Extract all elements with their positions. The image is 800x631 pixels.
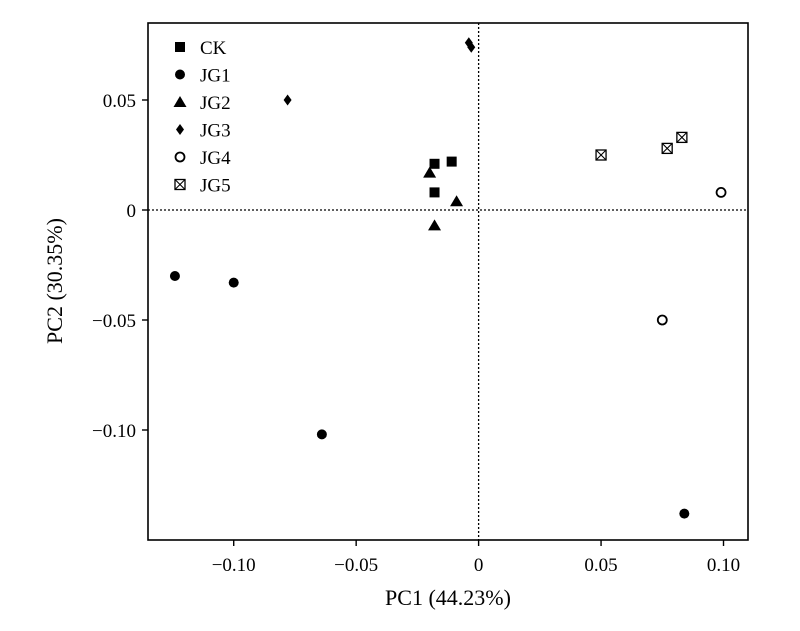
- y-axis-ticks: 0.05 0 −0.05 −0.10: [92, 91, 148, 442]
- point-jg4: [715, 186, 727, 198]
- x-tick-label: −0.05: [334, 555, 378, 576]
- x-axis-title: PC1 (44.23%): [385, 585, 511, 610]
- point-jg1: [228, 277, 239, 288]
- plot-frame: [147, 22, 749, 541]
- point-jg5: [661, 142, 673, 155]
- legend-marker-jg2: [173, 96, 187, 107]
- legend-label-jg2: JG2: [200, 93, 231, 114]
- x-tick-label: −0.10: [212, 555, 256, 576]
- y-tick-label: −0.10: [92, 421, 136, 442]
- point-jg2: [428, 219, 442, 231]
- point-jg1: [679, 508, 690, 519]
- x-tick-label: 0.05: [584, 555, 617, 576]
- legend-marker-jg5: [174, 178, 186, 191]
- y-axis-title: PC2 (30.35%): [42, 218, 67, 344]
- x-tick-label: 0.10: [707, 555, 740, 576]
- legend-marker-jg1: [175, 69, 185, 80]
- legend-marker-ck: [175, 42, 185, 52]
- reference-lines: [148, 23, 748, 540]
- legend-marker-jg4: [174, 151, 186, 163]
- x-axis-ticks: −0.10 −0.05 0 0.05 0.10: [212, 540, 740, 576]
- x-tick-label: 0: [474, 555, 484, 576]
- data-points: [169, 37, 727, 519]
- y-tick-label: −0.05: [92, 311, 136, 332]
- legend-label-jg3: JG3: [200, 121, 231, 142]
- point-jg4: [656, 314, 668, 326]
- point-ck: [429, 187, 440, 198]
- legend-label-jg5: JG5: [200, 176, 231, 197]
- point-jg3: [464, 37, 473, 49]
- legend-label-jg4: JG4: [200, 148, 231, 169]
- point-jg1: [316, 429, 327, 440]
- legend-label-ck: CK: [200, 38, 227, 59]
- point-jg5: [595, 149, 607, 161]
- legend: CK JG1 JG2 JG3 JG4 JG5: [173, 38, 231, 197]
- point-jg5: [676, 131, 688, 144]
- legend-label-jg1: JG1: [200, 66, 231, 87]
- y-tick-label: 0: [127, 201, 137, 222]
- point-ck: [446, 156, 457, 167]
- point-ck: [429, 158, 440, 169]
- legend-marker-jg3: [176, 124, 184, 135]
- point-jg3: [283, 94, 292, 106]
- point-jg2: [423, 166, 437, 178]
- point-jg2: [450, 195, 464, 207]
- point-jg1: [169, 271, 180, 281]
- y-tick-label: 0.05: [103, 91, 136, 112]
